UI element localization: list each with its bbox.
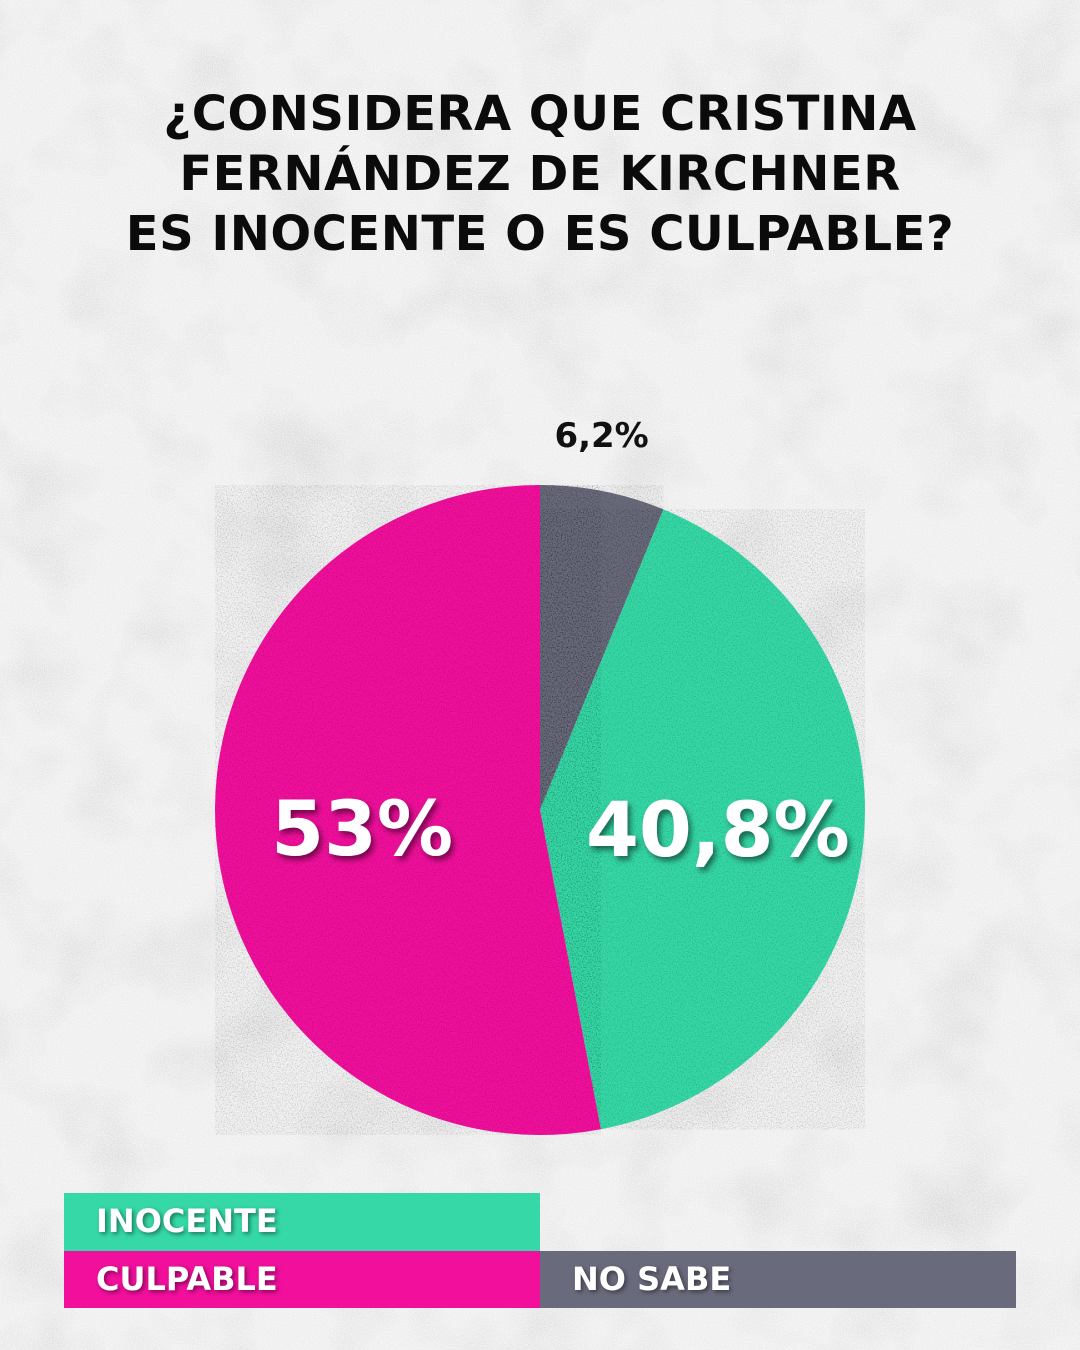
legend-label-inocente: INOCENTE [96,1202,278,1240]
slice-label-culpable: 53% [271,784,453,873]
legend-item-no-sabe: NO SABE [540,1251,1016,1308]
title-line-2: FERNÁNDEZ DE KIRCHNER [179,146,901,202]
title-line-1: ¿CONSIDERA QUE CRISTINA [163,86,917,142]
legend-item-culpable: CULPABLE [64,1251,540,1308]
pie-slice-texture-culpable [215,485,601,1135]
chart-title: ¿CONSIDERA QUE CRISTINA FERNÁNDEZ DE KIR… [40,84,1040,264]
slice-label-no-sabe: 6,2% [554,416,648,456]
title-line-3: ES INOCENTE O ES CULPABLE? [125,206,955,262]
legend-label-culpable: CULPABLE [96,1260,278,1298]
pie-slice-texture-no-sabe [540,485,664,810]
legend-label-no-sabe: NO SABE [572,1260,732,1298]
pie-slice-texture-inocente [540,509,866,1130]
slice-label-inocente: 40,8% [586,785,850,874]
legend-item-inocente: INOCENTE [64,1193,540,1251]
